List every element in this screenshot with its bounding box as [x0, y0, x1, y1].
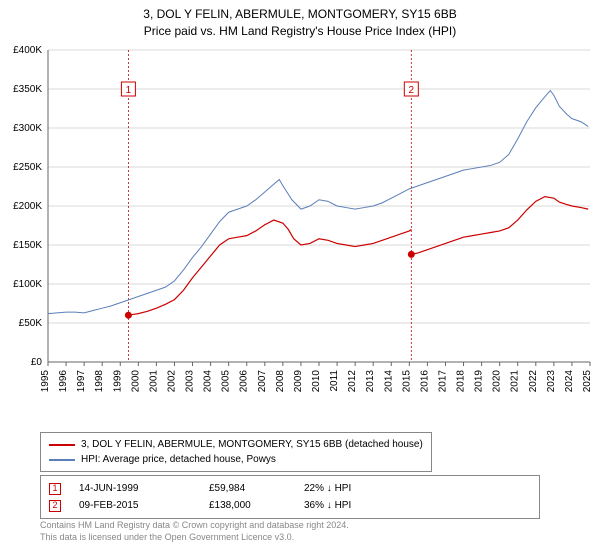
svg-text:2000: 2000 [130, 370, 141, 393]
svg-text:2022: 2022 [528, 370, 539, 393]
legend: 3, DOL Y FELIN, ABERMULE, MONTGOMERY, SY… [40, 432, 432, 472]
svg-text:2018: 2018 [456, 370, 467, 393]
svg-text:1998: 1998 [94, 370, 105, 393]
svg-text:£350K: £350K [13, 84, 42, 95]
chart-title-line2: Price paid vs. HM Land Registry's House … [0, 23, 600, 40]
sale-point-row: 2 09-FEB-2015 £138,000 36% ↓ HPI [49, 497, 531, 514]
legend-label-hpi: HPI: Average price, detached house, Powy… [81, 452, 276, 467]
svg-text:2017: 2017 [437, 370, 448, 393]
svg-text:1997: 1997 [76, 370, 87, 393]
svg-text:2024: 2024 [564, 370, 575, 393]
svg-text:£200K: £200K [13, 201, 42, 212]
attribution-footer: Contains HM Land Registry data © Crown c… [40, 520, 349, 543]
chart-area: £0 £50K £100K £150K £200K £250K £300K £350K £400… [0, 42, 600, 422]
svg-text:2021: 2021 [510, 370, 521, 393]
svg-text:2002: 2002 [166, 370, 177, 393]
svg-text:2006: 2006 [239, 370, 250, 393]
svg-text:2014: 2014 [383, 370, 394, 393]
svg-text:2010: 2010 [311, 370, 322, 393]
svg-text:£300K: £300K [13, 123, 42, 134]
legend-row-hpi: HPI: Average price, detached house, Powy… [49, 452, 423, 467]
svg-text:2025: 2025 [582, 370, 593, 393]
svg-text:1995: 1995 [40, 370, 51, 393]
chart-title-block: 3, DOL Y FELIN, ABERMULE, MONTGOMERY, SY… [0, 0, 600, 40]
svg-text:2023: 2023 [546, 370, 557, 393]
svg-text:2007: 2007 [257, 370, 268, 393]
sale-point-marker: 2 [49, 500, 61, 512]
svg-text:2013: 2013 [365, 370, 376, 393]
sale-point-price: £138,000 [209, 497, 304, 514]
svg-text:1: 1 [126, 85, 132, 96]
attribution-line1: Contains HM Land Registry data © Crown c… [40, 520, 349, 532]
svg-text:£150K: £150K [13, 240, 42, 251]
svg-text:2003: 2003 [185, 370, 196, 393]
sale-point-date: 09-FEB-2015 [79, 497, 209, 514]
legend-label-price-paid: 3, DOL Y FELIN, ABERMULE, MONTGOMERY, SY… [81, 437, 423, 452]
sale-point-pct: 36% ↓ HPI [304, 497, 351, 514]
svg-text:2008: 2008 [275, 370, 286, 393]
svg-text:2001: 2001 [148, 370, 159, 393]
svg-text:£100K: £100K [13, 279, 42, 290]
svg-text:1999: 1999 [112, 370, 123, 393]
sale-point-price: £59,984 [209, 480, 304, 497]
svg-text:1996: 1996 [58, 370, 69, 393]
svg-text:2005: 2005 [221, 370, 232, 393]
svg-text:£400K: £400K [13, 45, 42, 56]
sale-points-table: 1 14-JUN-1999 £59,984 22% ↓ HPI 2 09-FEB… [40, 475, 540, 519]
sale-point-pct: 22% ↓ HPI [304, 480, 351, 497]
svg-text:2015: 2015 [401, 370, 412, 393]
svg-text:£50K: £50K [19, 318, 43, 329]
legend-row-price-paid: 3, DOL Y FELIN, ABERMULE, MONTGOMERY, SY… [49, 437, 423, 452]
svg-text:2019: 2019 [474, 370, 485, 393]
svg-text:2009: 2009 [293, 370, 304, 393]
svg-text:2004: 2004 [203, 370, 214, 393]
svg-text:2020: 2020 [492, 370, 503, 393]
svg-text:2: 2 [409, 85, 415, 96]
attribution-line2: This data is licensed under the Open Gov… [40, 532, 349, 544]
sale-point-marker: 1 [49, 483, 61, 495]
svg-text:2012: 2012 [347, 370, 358, 393]
svg-text:£0: £0 [31, 357, 43, 368]
legend-swatch-hpi [49, 459, 75, 461]
svg-text:2016: 2016 [419, 370, 430, 393]
legend-swatch-price-paid [49, 444, 75, 446]
svg-text:2011: 2011 [329, 370, 340, 392]
svg-text:£250K: £250K [13, 162, 42, 173]
chart-title-line1: 3, DOL Y FELIN, ABERMULE, MONTGOMERY, SY… [0, 6, 600, 23]
chart-svg: £0 £50K £100K £150K £200K £250K £300K £350K £400… [0, 42, 600, 422]
sale-point-date: 14-JUN-1999 [79, 480, 209, 497]
sale-point-row: 1 14-JUN-1999 £59,984 22% ↓ HPI [49, 480, 531, 497]
